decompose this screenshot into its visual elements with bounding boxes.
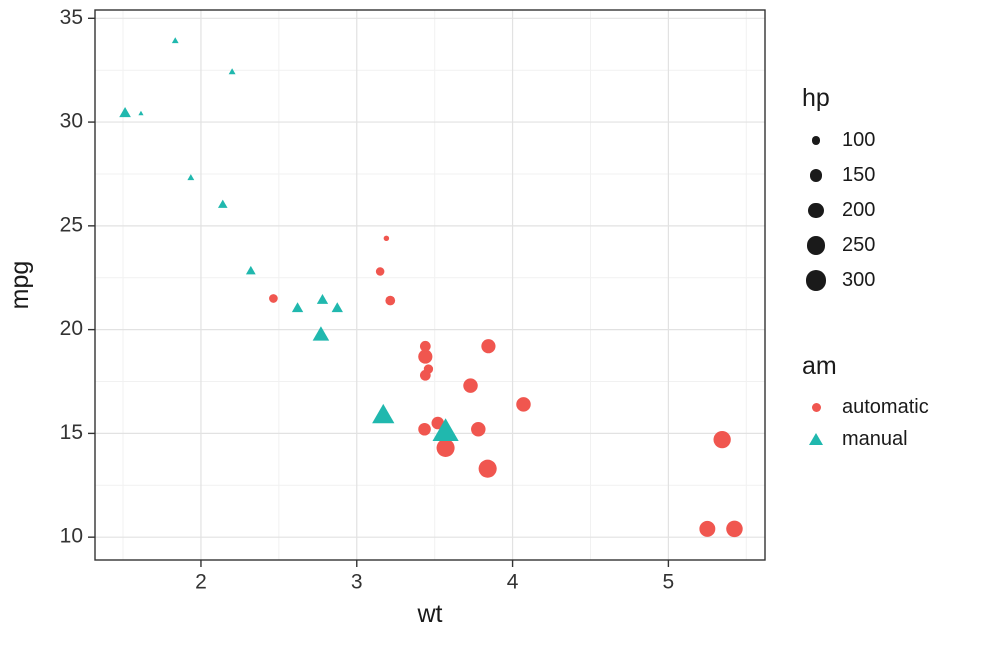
data-point-automatic — [383, 235, 390, 242]
data-point-automatic — [375, 267, 385, 276]
size-key-circle-icon — [802, 169, 830, 182]
data-point-automatic — [471, 422, 486, 437]
data-point-manual — [245, 265, 256, 275]
y-tick-label: 10 — [60, 525, 83, 548]
size-legend-item: 200 — [802, 193, 1002, 228]
data-point-automatic — [419, 340, 431, 352]
plot-panel — [95, 10, 765, 560]
y-tick-label: 25 — [60, 213, 83, 236]
x-tick-label: 3 — [351, 570, 363, 593]
data-point-automatic — [436, 438, 455, 457]
color-legend-item: automatic — [802, 391, 1002, 423]
data-point-automatic — [418, 422, 431, 436]
color-legend-items: automatic manual — [802, 391, 1002, 455]
y-tick-label: 20 — [60, 317, 83, 340]
data-point-automatic — [516, 397, 531, 412]
size-legend-item: 300 — [802, 263, 1002, 298]
color-legend: am automatic manual — [802, 352, 1002, 455]
data-point-automatic — [385, 295, 396, 306]
size-legend-label: 300 — [842, 269, 876, 291]
x-axis-title: wt — [417, 600, 443, 628]
data-point-manual — [119, 107, 131, 118]
data-point-manual — [331, 302, 343, 313]
size-legend-items: 100 150 200 250 300 — [802, 123, 1002, 298]
size-legend-title: hp — [802, 84, 830, 112]
data-point-automatic — [431, 416, 445, 430]
size-legend: hp 100 150 200 250 300 — [802, 84, 1002, 298]
data-point-automatic — [269, 294, 278, 303]
x-tick-label: 5 — [663, 570, 675, 593]
size-legend-item: 150 — [802, 158, 1002, 193]
data-point-automatic — [726, 520, 743, 538]
data-point-manual — [432, 418, 459, 441]
data-point-manual — [228, 68, 236, 75]
size-key-circle-icon — [802, 236, 830, 255]
y-tick-label: 15 — [60, 421, 83, 444]
panel-border — [94, 9, 766, 561]
data-point-manual — [187, 174, 195, 181]
y-axis-title: mpg — [6, 261, 34, 310]
size-key-circle-icon — [802, 270, 830, 291]
data-point-manual — [291, 302, 304, 313]
color-legend-title: am — [802, 352, 837, 380]
data-point-manual — [312, 326, 330, 341]
triangle-key-icon — [802, 433, 830, 445]
data-point-automatic — [463, 378, 478, 393]
size-legend-label: 200 — [842, 199, 876, 221]
size-legend-item: 100 — [802, 123, 1002, 158]
circle-key-icon — [802, 402, 830, 412]
size-legend-label: 250 — [842, 234, 876, 256]
y-tick-label: 30 — [60, 110, 83, 133]
color-legend-label: automatic — [842, 395, 929, 418]
size-legend-label: 100 — [842, 129, 876, 151]
data-point-automatic — [481, 339, 496, 354]
size-legend-item: 250 — [802, 228, 1002, 263]
color-legend-label: manual — [842, 427, 908, 450]
x-tick-label: 2 — [195, 570, 207, 593]
size-key-circle-icon — [802, 136, 830, 145]
x-tick-label: 4 — [507, 570, 519, 593]
data-point-automatic — [478, 459, 497, 478]
data-point-manual — [171, 37, 179, 44]
y-tick-label: 35 — [60, 6, 83, 29]
data-point-automatic — [713, 430, 731, 449]
size-legend-label: 150 — [842, 164, 876, 186]
data-point-automatic — [699, 520, 716, 537]
data-point-manual — [316, 294, 329, 304]
data-point-manual — [138, 110, 144, 116]
data-point-automatic — [418, 349, 433, 364]
size-key-circle-icon — [802, 202, 830, 219]
data-point-manual — [372, 403, 395, 424]
color-legend-item: manual — [802, 423, 1002, 455]
legend: hp 100 150 200 250 300 am automatic manual — [802, 84, 1002, 455]
data-point-manual — [217, 199, 228, 208]
data-point-automatic — [419, 369, 431, 381]
